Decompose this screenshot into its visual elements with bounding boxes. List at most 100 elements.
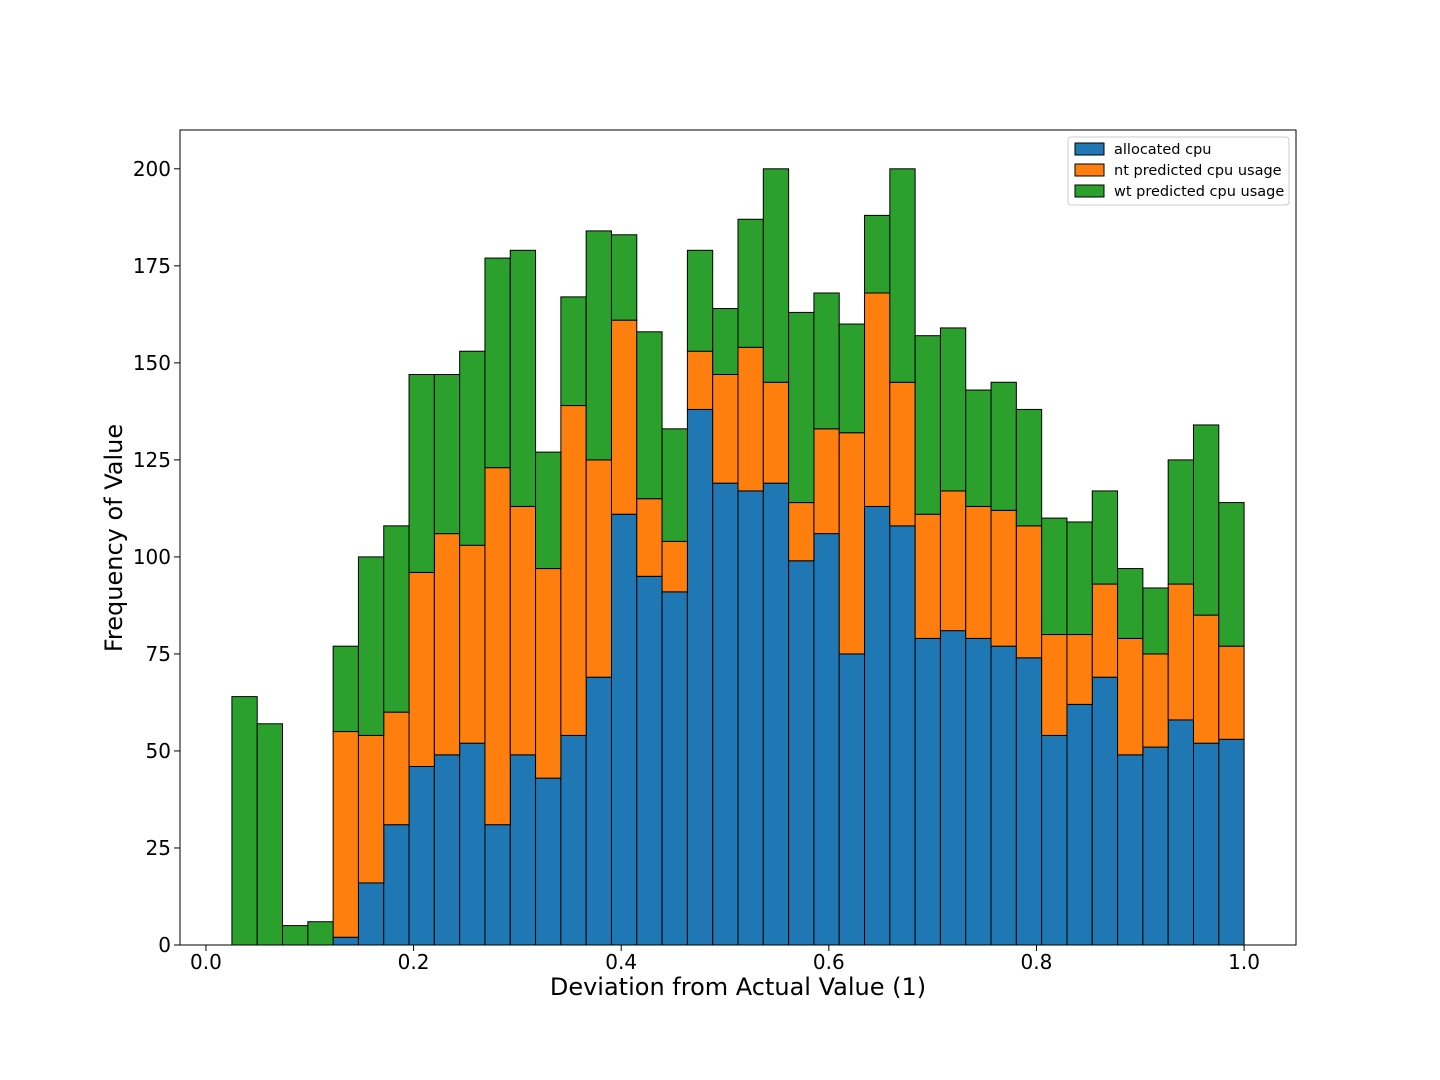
bar-allocated-cpu-bin-18 <box>686 408 714 946</box>
bar-nt-predicted-cpu-usage-bin-11 <box>509 505 537 756</box>
bar-wt-predicted-cpu-usage-bin-24 <box>838 323 866 434</box>
bar-nt-predicted-cpu-usage-bin-15 <box>610 319 638 515</box>
y-tick-label: 175 <box>133 254 171 278</box>
x-axis-title: Deviation from Actual Value (1) <box>550 973 926 1001</box>
y-axis-ticks: 0 25 50 75 100 125 150 175 200 <box>133 157 180 957</box>
bar-wt-predicted-cpu-usage-bin-14 <box>585 230 612 461</box>
bar-nt-predicted-cpu-usage-bin-28 <box>939 490 967 632</box>
bar-allocated-cpu-bin-5 <box>357 882 385 946</box>
bar-nt-predicted-cpu-usage-bin-35 <box>1117 637 1144 756</box>
bar-wt-predicted-cpu-usage-bin-1 <box>256 723 284 946</box>
bar-nt-predicted-cpu-usage-bin-25 <box>864 292 891 507</box>
bar-wt-predicted-cpu-usage-bin-33 <box>1066 521 1093 636</box>
bar-nt-predicted-cpu-usage-bin-32 <box>1041 634 1068 736</box>
bar-wt-predicted-cpu-usage-bin-10 <box>484 257 511 469</box>
bar-wt-predicted-cpu-usage-bin-12 <box>535 451 562 570</box>
bar-nt-predicted-cpu-usage-bin-26 <box>889 381 916 527</box>
plot-area-frame <box>179 129 1297 946</box>
bar-allocated-cpu-bin-29 <box>965 637 992 946</box>
bar-nt-predicted-cpu-usage-bin-27 <box>914 513 941 639</box>
bar-allocated-cpu-bin-28 <box>939 630 967 946</box>
bar-allocated-cpu-bin-37 <box>1167 719 1194 946</box>
bar-wt-predicted-cpu-usage-bin-20 <box>737 218 764 348</box>
bar-wt-predicted-cpu-usage-bin-19 <box>712 308 739 375</box>
y-axis-title: Frequency of Value <box>100 424 128 652</box>
y-tick-label: 50 <box>146 739 171 763</box>
bar-nt-predicted-cpu-usage-bin-30 <box>990 509 1017 647</box>
bar-nt-predicted-cpu-usage-bin-5 <box>357 734 385 884</box>
bar-nt-predicted-cpu-usage-bin-16 <box>636 498 663 577</box>
bar-wt-predicted-cpu-usage-bin-39 <box>1218 502 1245 647</box>
bar-allocated-cpu-bin-11 <box>509 754 537 946</box>
x-axis-ticks: 0.0 0.2 0.4 0.6 0.8 1.0 <box>190 945 1260 974</box>
y-tick-label: 75 <box>146 642 171 666</box>
bar-nt-predicted-cpu-usage-bin-21 <box>762 381 790 484</box>
bar-wt-predicted-cpu-usage-bin-7 <box>408 374 435 573</box>
bar-wt-predicted-cpu-usage-bin-31 <box>1015 408 1043 527</box>
bar-nt-predicted-cpu-usage-bin-23 <box>813 428 840 535</box>
legend-label: allocated cpu <box>1114 142 1211 158</box>
bar-allocated-cpu-bin-8 <box>433 754 461 946</box>
x-tick-label: 0.2 <box>398 950 430 974</box>
bar-allocated-cpu-bin-20 <box>737 490 764 946</box>
bar-wt-predicted-cpu-usage-bin-2 <box>282 925 309 946</box>
bar-wt-predicted-cpu-usage-bin-15 <box>610 234 638 321</box>
bar-allocated-cpu-bin-13 <box>560 734 587 946</box>
bar-wt-predicted-cpu-usage-bin-36 <box>1142 587 1169 655</box>
bar-nt-predicted-cpu-usage-bin-34 <box>1091 583 1119 678</box>
bar-wt-predicted-cpu-usage-bin-23 <box>813 292 840 430</box>
bar-nt-predicted-cpu-usage-bin-4 <box>332 731 359 938</box>
bar-allocated-cpu-bin-14 <box>585 676 612 946</box>
bar-wt-predicted-cpu-usage-bin-25 <box>864 214 891 294</box>
bar-allocated-cpu-bin-35 <box>1117 754 1144 946</box>
bar-wt-predicted-cpu-usage-bin-3 <box>307 921 334 946</box>
bar-allocated-cpu-bin-23 <box>813 533 840 946</box>
bar-nt-predicted-cpu-usage-bin-10 <box>484 467 511 826</box>
bar-nt-predicted-cpu-usage-bin-20 <box>737 346 764 492</box>
bar-wt-predicted-cpu-usage-bin-26 <box>889 168 916 383</box>
bar-allocated-cpu-bin-9 <box>459 742 486 946</box>
bar-nt-predicted-cpu-usage-bin-9 <box>459 544 486 744</box>
bar-wt-predicted-cpu-usage-bin-29 <box>965 389 992 507</box>
bar-allocated-cpu-bin-15 <box>610 513 638 946</box>
bar-wt-predicted-cpu-usage-bin-27 <box>914 335 941 515</box>
bar-wt-predicted-cpu-usage-bin-17 <box>661 428 688 542</box>
bar-wt-predicted-cpu-usage-bin-8 <box>433 374 461 535</box>
bar-wt-predicted-cpu-usage-bin-13 <box>560 296 587 407</box>
bar-nt-predicted-cpu-usage-bin-14 <box>585 459 612 678</box>
bar-nt-predicted-cpu-usage-bin-6 <box>383 711 410 826</box>
bar-allocated-cpu-bin-25 <box>864 505 891 946</box>
bar-allocated-cpu-bin-34 <box>1091 676 1119 946</box>
x-tick-label: 0.6 <box>813 950 845 974</box>
bar-wt-predicted-cpu-usage-bin-18 <box>686 249 714 352</box>
bar-wt-predicted-cpu-usage-bin-0 <box>231 696 258 946</box>
bar-wt-predicted-cpu-usage-bin-9 <box>459 350 486 546</box>
bar-allocated-cpu-bin-32 <box>1041 734 1068 946</box>
bar-wt-predicted-cpu-usage-bin-32 <box>1041 517 1068 636</box>
bar-nt-predicted-cpu-usage-bin-36 <box>1142 653 1169 748</box>
y-tick-label: 25 <box>146 836 171 860</box>
bar-allocated-cpu-bin-6 <box>383 824 410 946</box>
bar-allocated-cpu-bin-36 <box>1142 746 1169 946</box>
bar-wt-predicted-cpu-usage-bin-4 <box>332 645 359 733</box>
bar-nt-predicted-cpu-usage-bin-13 <box>560 405 587 736</box>
legend: allocated cpu nt predicted cpu usage wt pr… <box>1067 136 1290 206</box>
legend-swatch <box>1074 163 1105 177</box>
y-tick-label: 150 <box>133 351 171 375</box>
bar-allocated-cpu-bin-38 <box>1192 742 1220 946</box>
legend-swatch <box>1074 184 1105 198</box>
legend-frame <box>1067 136 1290 206</box>
bar-nt-predicted-cpu-usage-bin-38 <box>1192 614 1220 744</box>
bar-allocated-cpu-bin-19 <box>712 482 739 946</box>
bar-nt-predicted-cpu-usage-bin-22 <box>788 502 815 562</box>
bar-wt-predicted-cpu-usage-bin-37 <box>1167 459 1194 585</box>
bar-wt-predicted-cpu-usage-bin-11 <box>509 249 537 507</box>
x-tick-label: 0.0 <box>190 950 222 974</box>
legend-swatch <box>1074 142 1105 156</box>
bar-allocated-cpu-bin-16 <box>636 575 663 946</box>
bar-nt-predicted-cpu-usage-bin-18 <box>686 350 714 410</box>
bar-nt-predicted-cpu-usage-bin-39 <box>1218 645 1245 740</box>
bar-wt-predicted-cpu-usage-bin-35 <box>1117 568 1144 639</box>
bar-nt-predicted-cpu-usage-bin-33 <box>1066 634 1093 705</box>
bar-allocated-cpu-bin-24 <box>838 653 866 946</box>
